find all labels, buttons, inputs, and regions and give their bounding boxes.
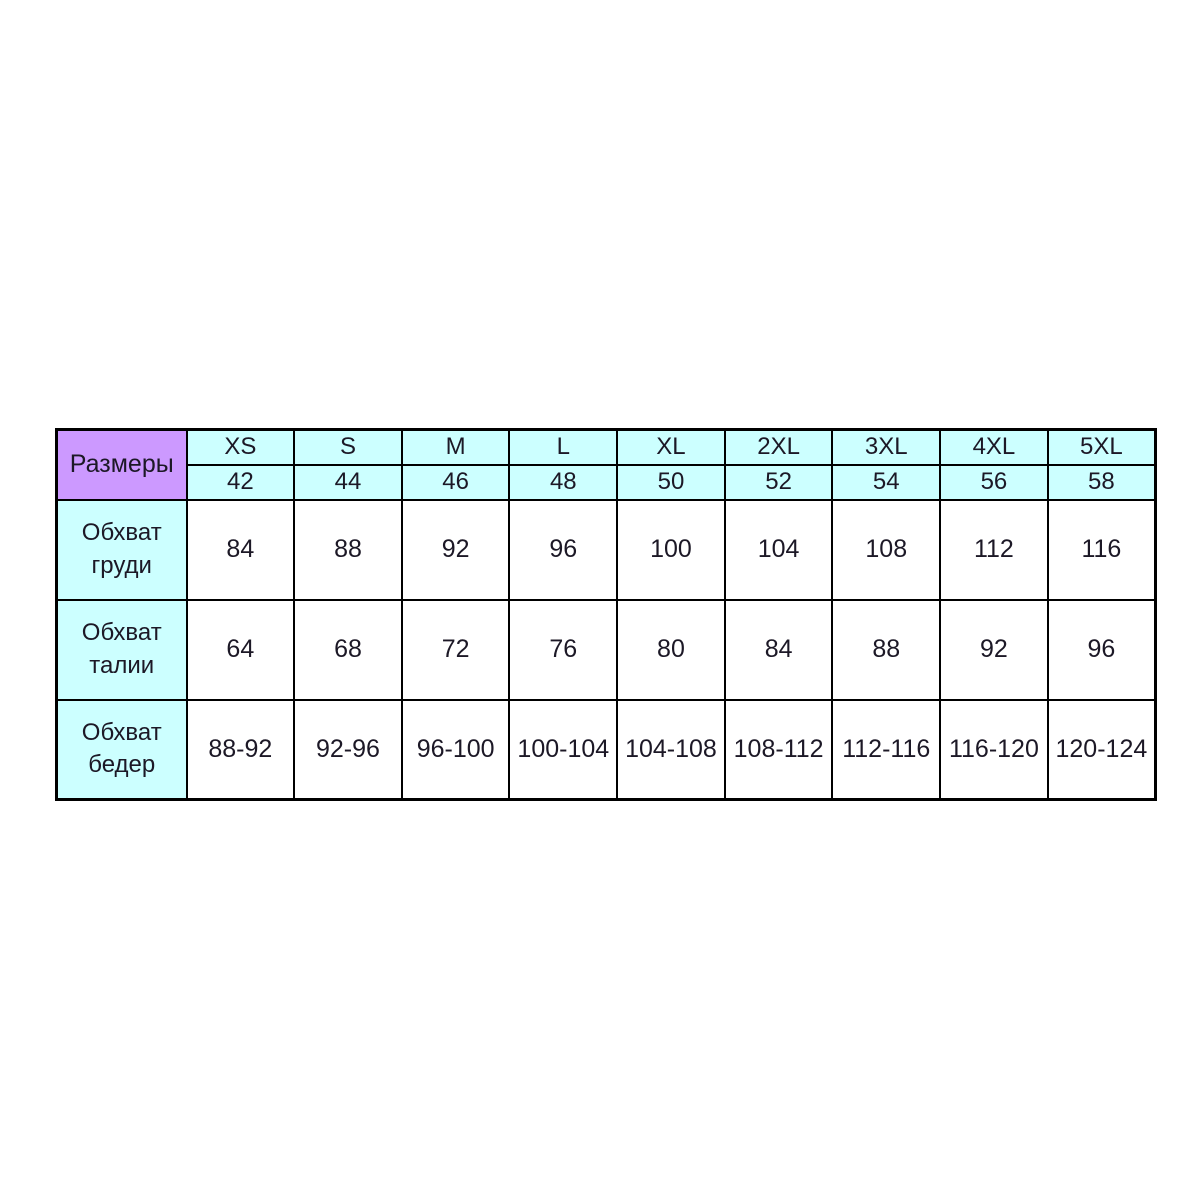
col-header-l: L (508, 428, 619, 466)
row-label-waist: Обхват талии (55, 598, 188, 701)
hips-value-5xl: 120-124 (1046, 698, 1157, 801)
table-row-hips: Обхват бедер 88-92 92-96 96-100 100-104 … (55, 698, 1157, 801)
waist-value-3xl: 88 (831, 598, 942, 701)
col-header-50: 50 (616, 463, 726, 501)
hips-value-m: 96-100 (400, 698, 511, 801)
table-row-waist: Обхват талии 64 68 72 76 80 84 88 92 96 (55, 598, 1157, 701)
size-chart-table: Размеры XS S M L XL 2XL 3XL 4XL 5XL 42 4… (55, 428, 1157, 801)
col-header-58: 58 (1046, 463, 1157, 501)
table-row-chest: Обхват груди 84 88 92 96 100 104 108 112… (55, 498, 1157, 601)
hips-value-s: 92-96 (293, 698, 403, 801)
waist-value-l: 76 (508, 598, 619, 701)
chest-value-l: 96 (508, 498, 619, 601)
hips-value-4xl: 116-120 (939, 698, 1049, 801)
col-header-42: 42 (185, 463, 296, 501)
col-header-46: 46 (400, 463, 511, 501)
corner-cell-sizes: Размеры (55, 428, 188, 501)
chest-value-m: 92 (400, 498, 511, 601)
col-header-s: S (293, 428, 403, 466)
waist-value-s: 68 (293, 598, 403, 701)
col-header-3xl: 3XL (831, 428, 942, 466)
waist-value-5xl: 96 (1046, 598, 1157, 701)
chest-value-2xl: 104 (723, 498, 834, 601)
waist-value-4xl: 92 (939, 598, 1049, 701)
col-header-2xl: 2XL (723, 428, 834, 466)
waist-value-xl: 80 (616, 598, 726, 701)
waist-value-xs: 64 (185, 598, 296, 701)
row-label-hips: Обхват бедер (55, 698, 188, 801)
col-header-m: M (400, 428, 511, 466)
chest-value-4xl: 112 (939, 498, 1049, 601)
waist-value-m: 72 (400, 598, 511, 701)
col-header-48: 48 (508, 463, 619, 501)
chest-value-5xl: 116 (1046, 498, 1157, 601)
header-row-size-numbers: 42 44 46 48 50 52 54 56 58 (57, 463, 1157, 501)
hips-value-l: 100-104 (508, 698, 619, 801)
chest-value-xl: 100 (616, 498, 726, 601)
hips-value-2xl: 108-112 (723, 698, 834, 801)
hips-value-3xl: 112-116 (831, 698, 942, 801)
chest-value-s: 88 (293, 498, 403, 601)
header-row-size-letters: Размеры XS S M L XL 2XL 3XL 4XL 5XL (55, 428, 1157, 501)
col-header-xs: XS (185, 428, 296, 466)
col-header-5xl: 5XL (1046, 428, 1157, 466)
hips-value-xs: 88-92 (185, 698, 296, 801)
waist-value-2xl: 84 (723, 598, 834, 701)
col-header-54: 54 (831, 463, 942, 501)
hips-value-xl: 104-108 (616, 698, 726, 801)
col-header-56: 56 (939, 463, 1049, 501)
chest-value-xs: 84 (185, 498, 296, 601)
col-header-44: 44 (293, 463, 403, 501)
col-header-xl: XL (616, 428, 726, 466)
chest-value-3xl: 108 (831, 498, 942, 601)
col-header-52: 52 (723, 463, 834, 501)
row-label-chest: Обхват груди (55, 498, 188, 601)
col-header-4xl: 4XL (939, 428, 1049, 466)
